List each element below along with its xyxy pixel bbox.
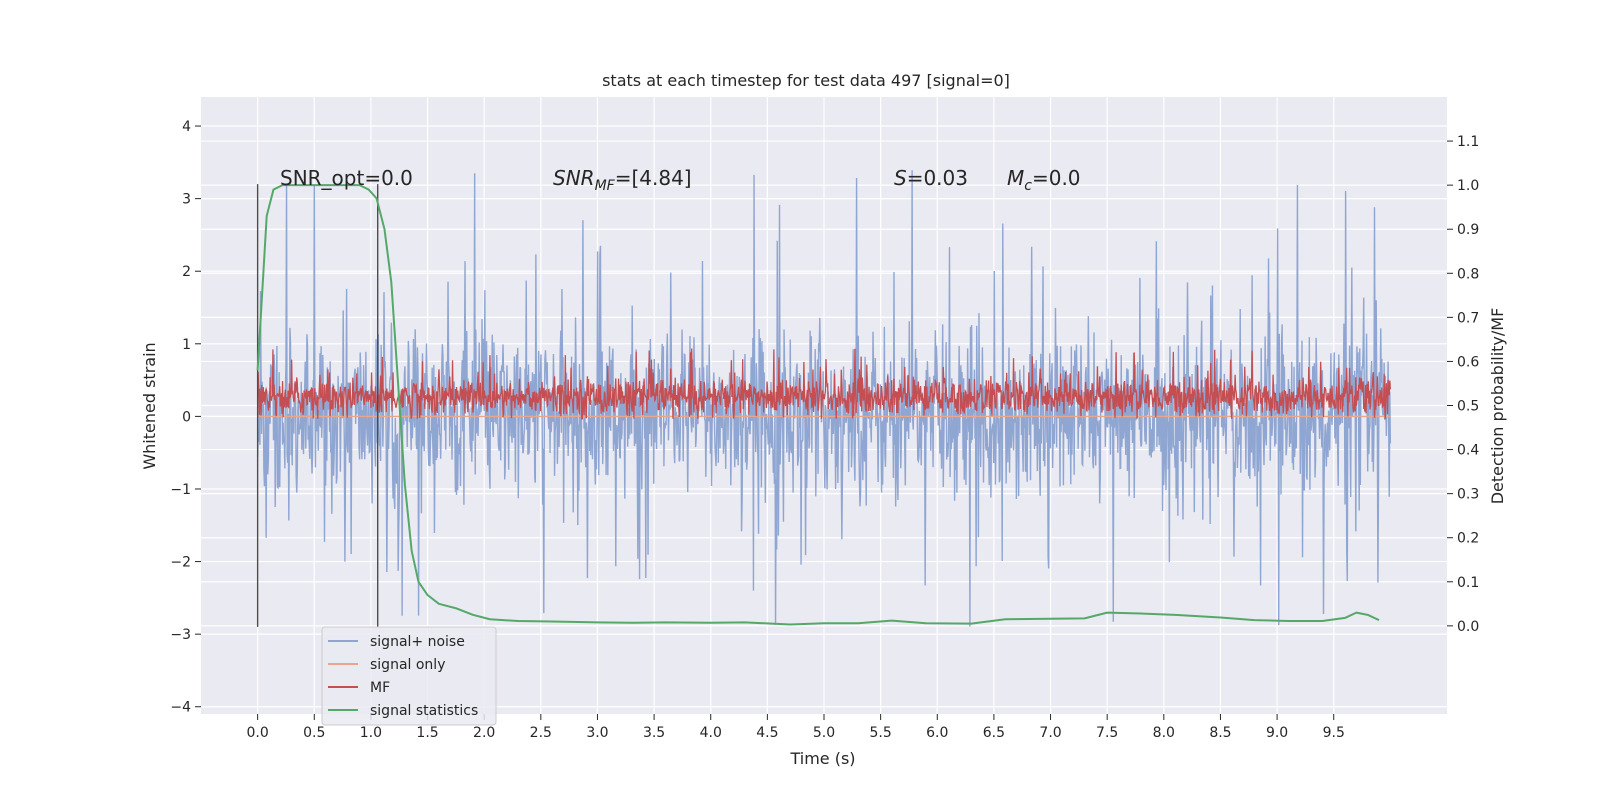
yr-tick-label-9: 0.2	[1457, 531, 1479, 547]
line-mf	[256, 348, 1392, 420]
annotation-mc-symbol: M	[1007, 166, 1024, 190]
y-tick-label-1: 3	[182, 192, 191, 208]
x-tick-label-7: 3.5	[643, 725, 665, 741]
x-tick-label-12: 6.0	[926, 725, 948, 741]
x-tick-label-17: 8.5	[1209, 725, 1231, 741]
x-tick-label-4: 2.0	[473, 725, 495, 741]
legend: signal+ noise signal only MF signal stat…	[321, 626, 497, 726]
chart-title: stats at each timestep for test data 497…	[602, 71, 1010, 90]
yr-tick-label-11: 0.0	[1457, 619, 1479, 635]
x-tick-label-3: 1.5	[416, 725, 438, 741]
line-signal-noise	[256, 170, 1392, 627]
vertical-markers	[256, 184, 379, 627]
series-mf	[256, 348, 1392, 420]
yr-tick-label-1: 1.0	[1457, 178, 1479, 194]
annotation-snr-mf: SNRMF=[4.84]	[553, 166, 692, 194]
y-tick-label-3: 1	[182, 337, 191, 353]
yr-tick-label-5: 0.6	[1457, 354, 1479, 370]
x-tick-label-13: 6.5	[983, 725, 1005, 741]
annotation-mc-value: =0.0	[1032, 166, 1081, 190]
series-signal-noise	[256, 170, 1392, 627]
x-tick-label-0: 0.0	[247, 725, 269, 741]
legend-label-signal-statistics: signal statistics	[370, 703, 478, 719]
yr-tick-label-8: 0.3	[1457, 487, 1479, 503]
annotation-snr-opt: SNR_opt=0.0	[280, 166, 413, 190]
x-tick-label-11: 5.5	[870, 725, 892, 741]
legend-label-mf: MF	[370, 680, 390, 696]
annotation-s: S=0.03	[894, 166, 968, 190]
y-tick-label-0: 4	[182, 119, 191, 135]
y-tick-label-5: −1	[170, 482, 191, 498]
y-axis-label-right: Detection probability/MF	[1488, 308, 1507, 505]
yr-tick-label-4: 0.7	[1457, 310, 1479, 326]
yr-tick-label-0: 1.1	[1457, 134, 1479, 150]
x-tick-label-16: 8.0	[1153, 725, 1175, 741]
legend-label-signal-only: signal only	[370, 657, 445, 673]
y-axis-label: Whitened strain	[140, 342, 159, 469]
x-tick-label-5: 2.5	[530, 725, 552, 741]
x-tick-label-9: 4.5	[756, 725, 778, 741]
line-signal-statistics	[256, 184, 1380, 626]
right-y-ticks: 1.1 1.0 0.9 0.8 0.7 0.6 0.5 0.4 0.3 0.2 0.1 0.0	[1447, 134, 1479, 635]
y-tick-label-2: 2	[182, 264, 191, 280]
y-tick-label-4: 0	[182, 409, 191, 425]
annotation-snr-mf-value: =[4.84]	[615, 166, 692, 190]
yr-tick-label-7: 0.4	[1457, 443, 1479, 459]
y-tick-label-8: −4	[170, 700, 191, 716]
x-tick-label-18: 9.0	[1266, 725, 1288, 741]
x-tick-label-15: 7.5	[1096, 725, 1118, 741]
left-y-ticks: 4 3 2 1 0 −1 −2 −3 −4	[170, 119, 201, 716]
yr-tick-label-6: 0.5	[1457, 399, 1479, 415]
x-tick-label-19: 9.5	[1323, 725, 1345, 741]
annotation-snr-mf-symbol: SNR	[553, 166, 595, 190]
yr-tick-label-10: 0.1	[1457, 575, 1479, 591]
y-tick-label-6: −2	[170, 555, 191, 571]
legend-label-signal-noise: signal+ noise	[370, 634, 465, 650]
x-ticks: 0.0 0.5 1.0 1.5 2.0 2.5 3.0 3.5 4.0 4.5 5.0 5.5 6.0 6…	[247, 714, 1345, 741]
x-tick-label-14: 7.0	[1039, 725, 1061, 741]
annotations: SNR_opt=0.0 SNRMF=[4.84] S=0.03 Mc=0.0	[280, 166, 1081, 194]
series-signal-statistics	[256, 184, 1380, 626]
annotation-snr-mf-subscript: MF	[595, 178, 616, 194]
x-tick-label-2: 1.0	[360, 725, 382, 741]
x-tick-label-10: 5.0	[813, 725, 835, 741]
yr-tick-label-3: 0.8	[1457, 266, 1479, 282]
x-tick-label-8: 4.0	[700, 725, 722, 741]
annotation-s-symbol: S	[894, 166, 907, 190]
x-axis-label: Time (s)	[789, 749, 855, 768]
yr-tick-label-2: 0.9	[1457, 222, 1479, 238]
x-tick-label-1: 0.5	[303, 725, 325, 741]
annotation-mc: Mc=0.0	[1007, 166, 1081, 194]
x-tick-label-6: 3.0	[586, 725, 608, 741]
legend-box	[321, 626, 497, 726]
y-tick-label-7: −3	[170, 627, 191, 643]
annotation-mc-subscript: c	[1024, 178, 1032, 194]
annotation-s-value: =0.03	[907, 166, 968, 190]
